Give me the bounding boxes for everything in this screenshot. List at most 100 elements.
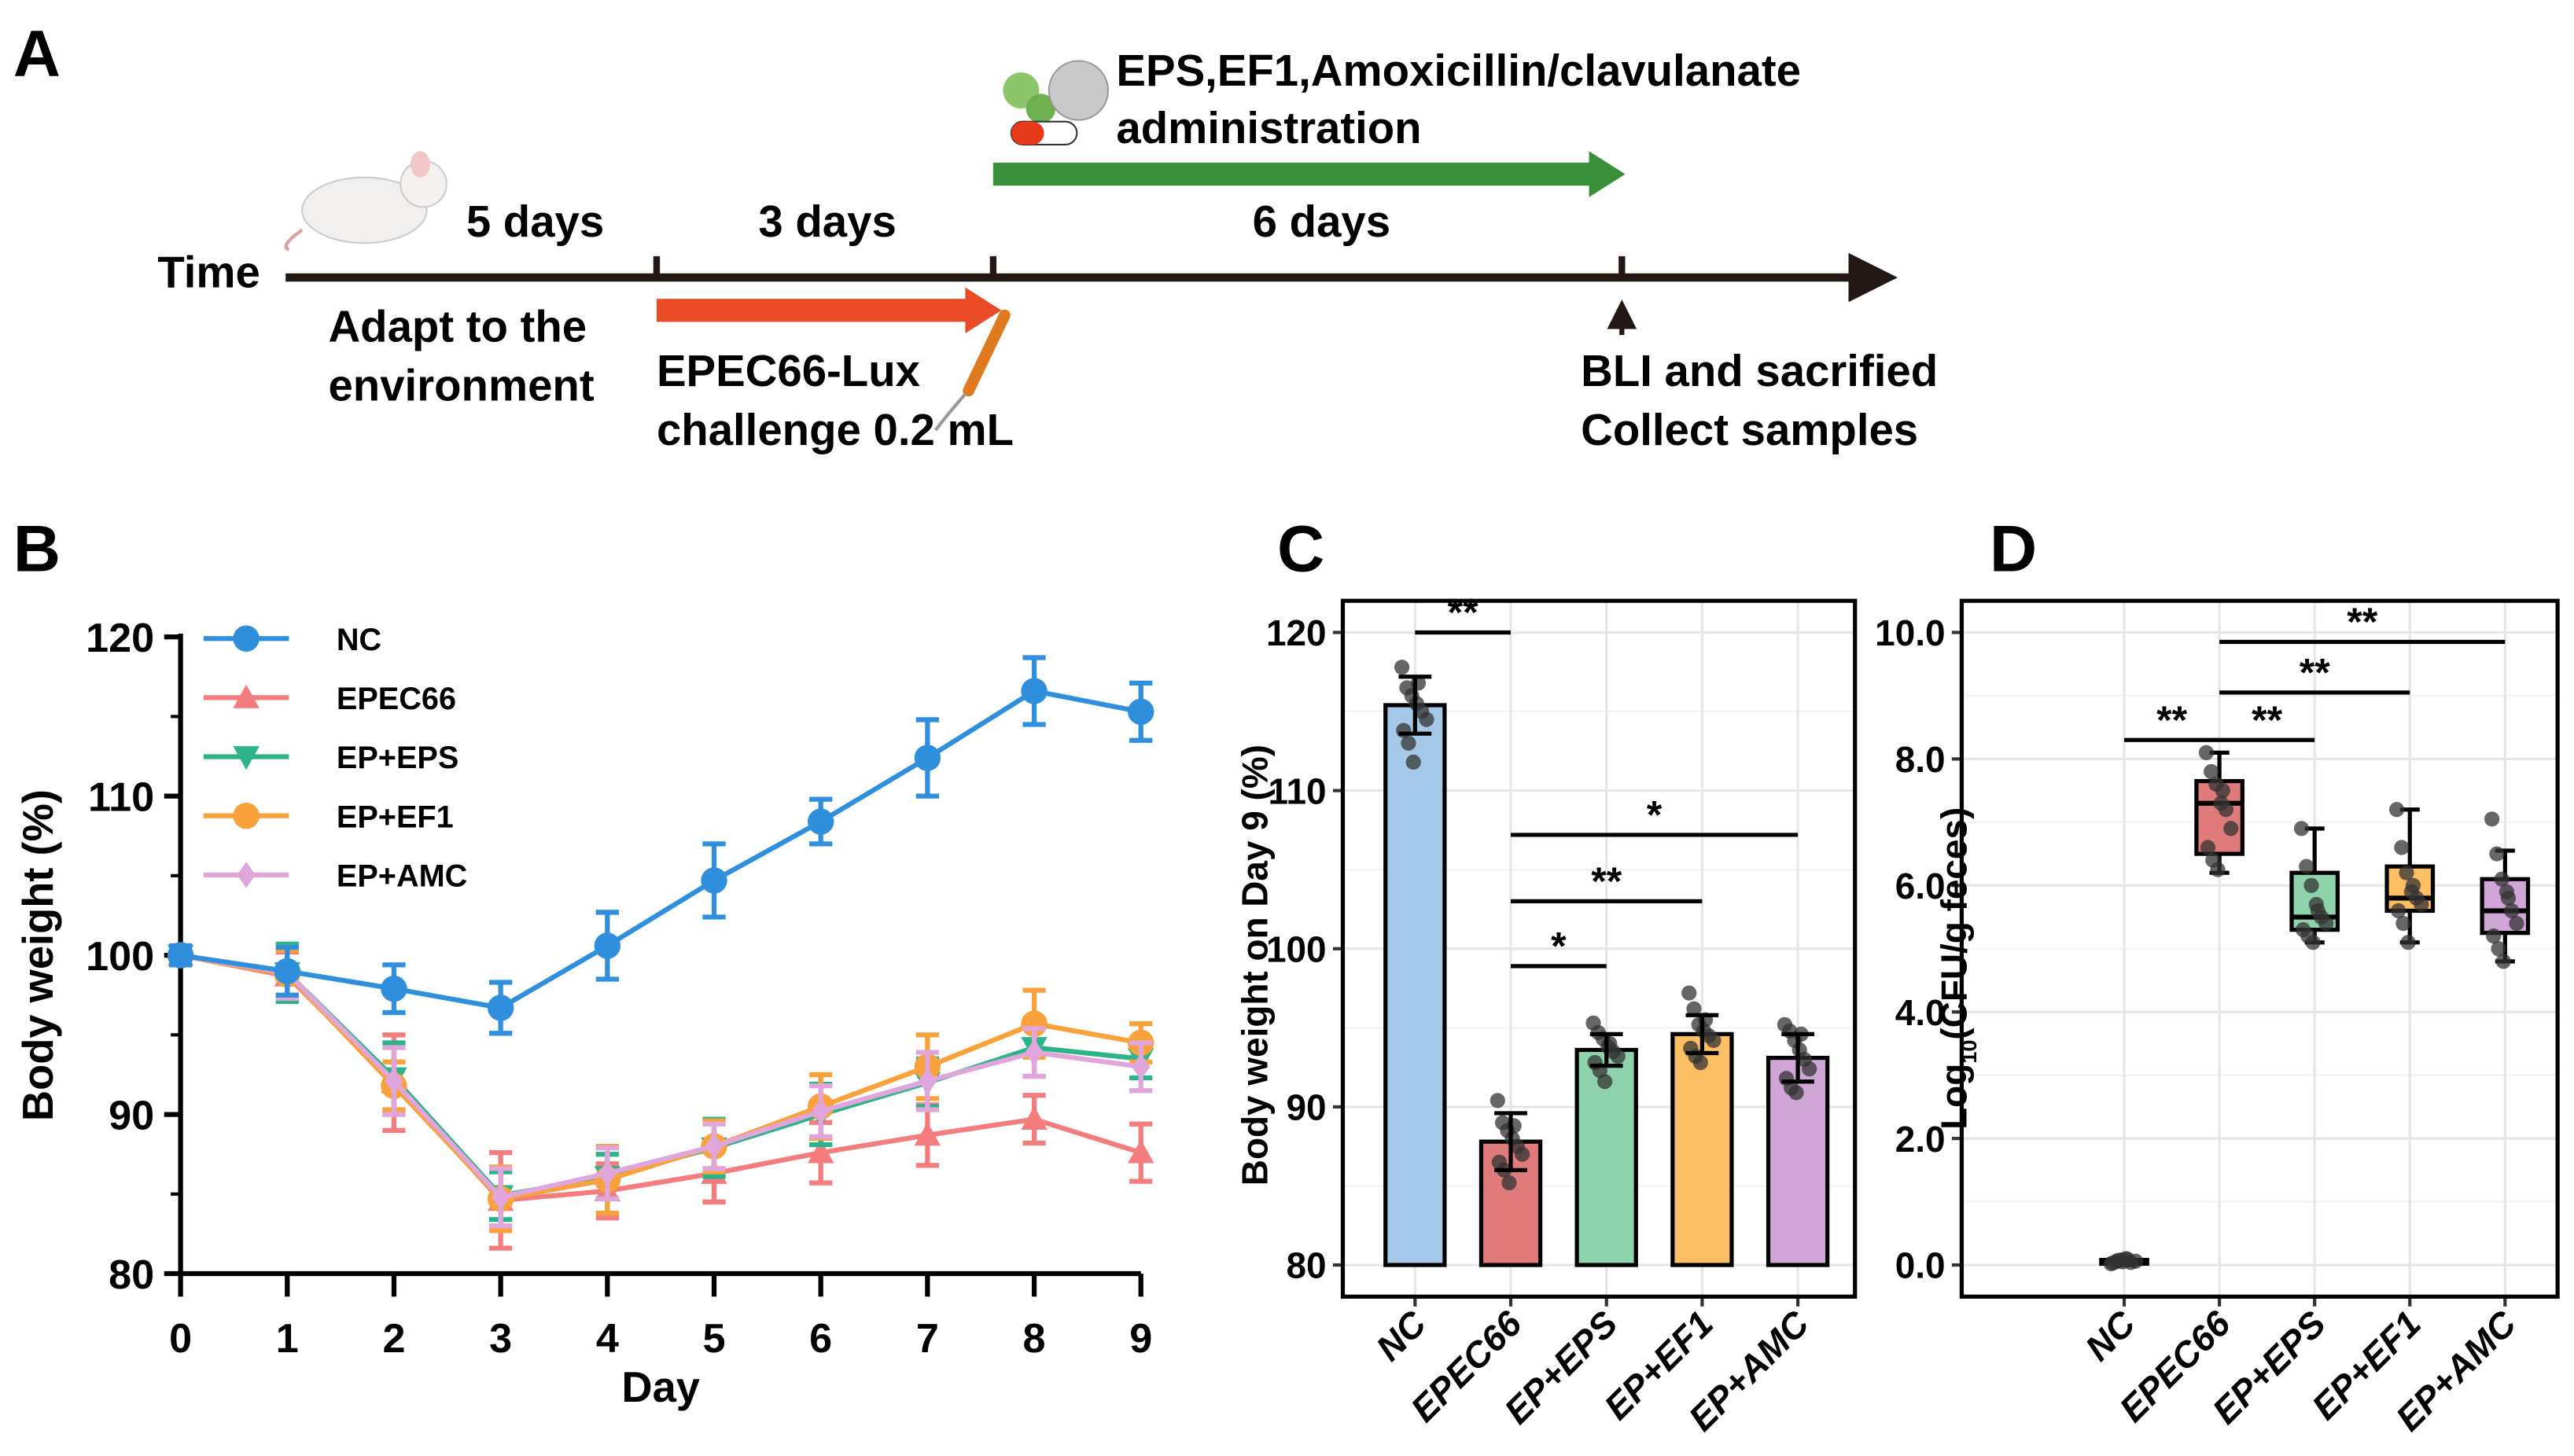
data-point (2494, 871, 2510, 887)
legend-item: EP+EPS (203, 741, 458, 775)
error-bar (1589, 1031, 1623, 1068)
data-point (2119, 1252, 2135, 1267)
significance-label: * (1647, 793, 1663, 837)
data-point (2394, 840, 2410, 855)
end-text-2: Collect samples (1581, 405, 1918, 454)
y-tick-label: 90 (109, 1093, 154, 1138)
data-point (1501, 1175, 1517, 1191)
data-point (2305, 935, 2321, 950)
significance-label: ** (2300, 651, 2330, 695)
data-point (2218, 802, 2234, 818)
x-tick-label: 4 (596, 1316, 619, 1362)
legend-marker (233, 802, 260, 829)
x-tick-label: 1 (276, 1316, 299, 1362)
data-point (1610, 1048, 1626, 1064)
data-point (2310, 903, 2325, 919)
significance-label: ** (2347, 600, 2377, 644)
data-point (1490, 1093, 1505, 1109)
y-axis-title-subscript: 10 (1957, 1040, 1981, 1064)
x-tick-label: 0 (169, 1316, 192, 1362)
y-tick-label: 120 (1266, 612, 1327, 653)
data-point (1686, 1001, 1702, 1017)
y-tick-label: 10.0 (1875, 612, 1945, 653)
data-point (1802, 1061, 1817, 1077)
legend-item: NC (203, 623, 381, 657)
data-point (1025, 1039, 1044, 1066)
end-text-1: BLI and sacrified (1581, 346, 1938, 395)
panel-label-a: A (13, 16, 61, 90)
data-point (598, 1160, 617, 1187)
y-axis-title-log: Log (1934, 1064, 1975, 1130)
adapt-text-2: environment (328, 361, 594, 410)
mouse-icon (284, 151, 447, 252)
y-tick-label: 0.0 (1895, 1245, 1946, 1286)
challenge-text-2: challenge 0.2 mL (657, 405, 1014, 454)
admin-text-1: EPS,EF1,Amoxicillin/clavulanate (1116, 46, 1801, 95)
data-point (1692, 1054, 1708, 1071)
y-tick-label: 8.0 (1895, 739, 1946, 780)
data-point (2198, 745, 2215, 760)
y-tick-label: 80 (109, 1252, 154, 1298)
data-point (914, 745, 941, 771)
data-point (2414, 896, 2429, 913)
x-tick-label: 5 (702, 1316, 725, 1362)
data-point (2395, 915, 2411, 932)
significance-label: * (1551, 925, 1567, 969)
chart-d-cfu-box: 0.02.04.06.08.010.0NCEPEC66EP+EPSEP+EF1E… (1875, 598, 2560, 1439)
panel-label-c: C (1277, 512, 1324, 586)
plot-border (1340, 598, 1858, 1299)
legend-marker (233, 746, 260, 770)
y-tick-label: 2.0 (1895, 1119, 1946, 1160)
data-point (2223, 821, 2239, 836)
data-point (1401, 735, 1416, 751)
legend-marker (237, 862, 256, 888)
bar (1383, 703, 1447, 1267)
challenge-days: 3 days (758, 197, 896, 246)
panel-label-d: D (1990, 512, 2037, 586)
data-point (1706, 1032, 1722, 1049)
data-point (1128, 698, 1154, 726)
data-point (2204, 763, 2219, 780)
series-ep-ef1 (167, 942, 1154, 1234)
data-point (1597, 1074, 1613, 1090)
data-point (2509, 915, 2524, 932)
data-point (2400, 935, 2416, 950)
y-tick-label: 100 (86, 934, 154, 980)
error-bar (1494, 1111, 1527, 1172)
y-tick-label: 4.0 (1895, 992, 1946, 1033)
y-tick-label: 110 (1269, 770, 1327, 811)
x-tick-label: 6 (809, 1316, 832, 1362)
data-point (2200, 840, 2216, 855)
y-tick-label: 6.0 (1895, 866, 1946, 906)
y-tick-label: 100 (1266, 928, 1327, 969)
panel-a-timeline: A Time 5 days 3 days 6 days EPS,EF1,Amox… (13, 16, 1938, 454)
y-tick-label: 110 (88, 774, 154, 820)
data-point (2484, 811, 2500, 827)
significance-label: ** (2252, 698, 2282, 742)
data-point (2210, 862, 2226, 877)
data-point (1132, 1053, 1151, 1080)
legend-label: EP+EPS (337, 741, 458, 775)
significance-label: ** (1448, 590, 1478, 634)
data-point (807, 808, 834, 835)
data-point (1405, 754, 1421, 770)
y-axis-title-unit: (CFU/g feces) (1934, 807, 1975, 1040)
legend-marker (233, 684, 260, 708)
data-point (2491, 941, 2506, 957)
x-tick-label: 7 (916, 1316, 939, 1362)
data-point (2405, 877, 2421, 893)
data-point (2215, 783, 2230, 799)
chart-b-body-weight-line: 80 90 100 110 120 0 1 2 3 4 5 6 7 8 9 Day Body weight (%… (14, 616, 1154, 1411)
data-point (2399, 865, 2414, 881)
data-point (1681, 985, 1697, 1001)
data-point (2486, 928, 2502, 944)
error-bar (1685, 1013, 1719, 1056)
legend-item: EP+AMC (203, 859, 467, 893)
x-tick-label: 3 (489, 1316, 512, 1362)
legend-label: NC (337, 623, 381, 657)
legend-item: EP+EF1 (203, 800, 454, 834)
data-point (701, 867, 727, 894)
x-tick-label: 9 (1129, 1316, 1152, 1362)
legend-label: EPEC66 (337, 682, 456, 716)
